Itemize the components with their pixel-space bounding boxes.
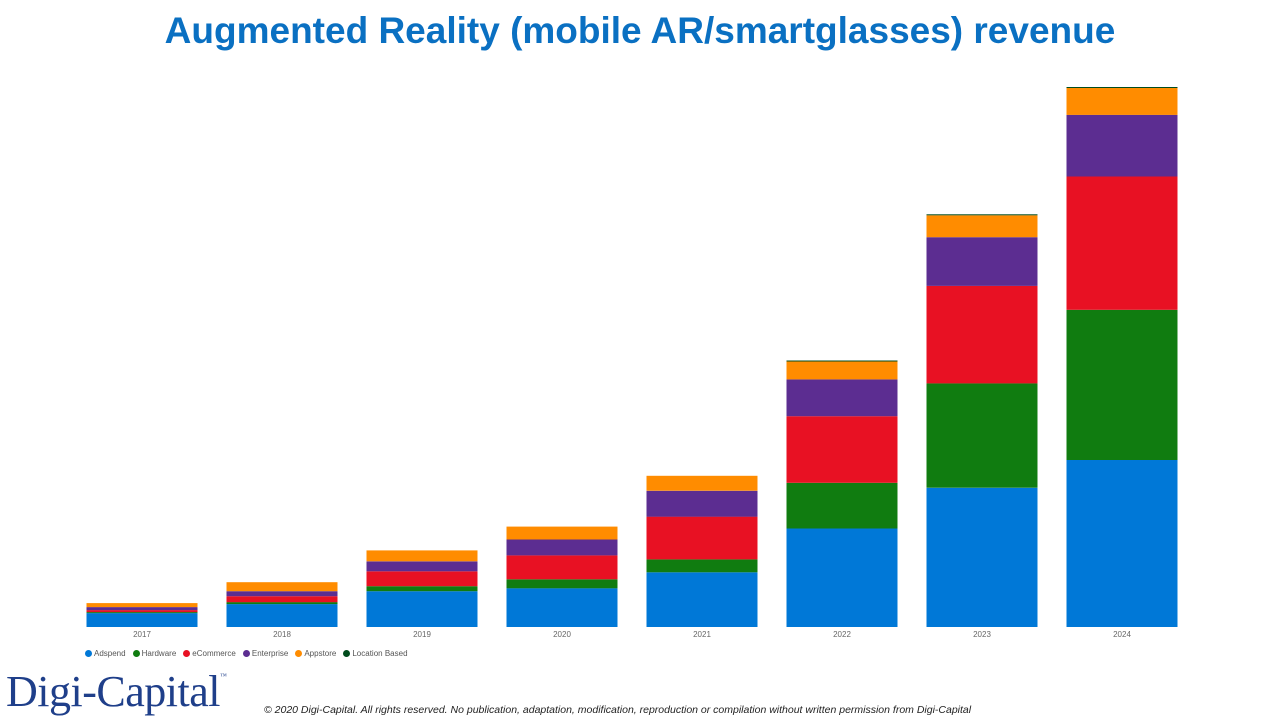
bar-segment-enterprise-2020[interactable] xyxy=(506,539,618,556)
legend-dot-icon xyxy=(132,650,140,657)
logo-text: Digi-Capital xyxy=(6,667,220,716)
x-tick-label: 2018 xyxy=(273,630,291,639)
bar-segment-adspend-2021[interactable] xyxy=(646,572,758,627)
bar-segment-location-based-2024[interactable] xyxy=(1066,87,1178,88)
bar-segment-hardware-2020[interactable] xyxy=(506,579,618,589)
x-tick-label: 2021 xyxy=(693,630,711,639)
bar-segment-enterprise-2022[interactable] xyxy=(786,379,898,417)
legend-label: Adspend xyxy=(94,649,126,658)
bar-segment-adspend-2024[interactable] xyxy=(1066,459,1178,627)
bar-segment-enterprise-2021[interactable] xyxy=(646,490,758,517)
bar-segment-location-based-2022[interactable] xyxy=(786,360,898,362)
x-tick-label: 2019 xyxy=(413,630,431,639)
legend-item-enterprise[interactable]: Enterprise xyxy=(242,649,289,658)
bar-segment-adspend-2023[interactable] xyxy=(926,487,1038,627)
legend-label: eCommerce xyxy=(192,649,236,658)
legend-item-ecommerce[interactable]: eCommerce xyxy=(183,649,236,658)
logo-trademark: ™ xyxy=(219,672,227,680)
bar-segment-hardware-2022[interactable] xyxy=(786,482,898,529)
bar-segment-ecommerce-2021[interactable] xyxy=(646,516,758,560)
x-tick-label: 2017 xyxy=(133,630,151,639)
chart-legend: Adspend Hardware eCommerce Enterprise Ap… xyxy=(85,649,408,658)
digi-capital-logo: Digi-Capital™ xyxy=(6,666,227,717)
legend-dot-icon xyxy=(242,650,250,657)
legend-dot-icon xyxy=(295,650,303,657)
bar-segment-appstore-2021[interactable] xyxy=(646,475,758,491)
legend-label: Hardware xyxy=(141,649,177,658)
copyright-notice: © 2020 Digi-Capital. All rights reserved… xyxy=(264,704,972,716)
bar-segment-adspend-2020[interactable] xyxy=(506,588,618,627)
bar-segment-hardware-2018[interactable] xyxy=(226,602,338,605)
bar-segment-hardware-2019[interactable] xyxy=(366,586,478,592)
legend-item-adspend[interactable]: Adspend xyxy=(85,649,126,658)
bar-segment-adspend-2017[interactable] xyxy=(86,613,198,627)
legend-label: Location Based xyxy=(352,649,408,658)
bar-segment-ecommerce-2023[interactable] xyxy=(926,285,1038,384)
bar-segment-location-based-2023[interactable] xyxy=(926,214,1038,216)
bar-segment-enterprise-2017[interactable] xyxy=(86,607,198,611)
bar-segment-appstore-2023[interactable] xyxy=(926,215,1038,238)
bar-segment-ecommerce-2019[interactable] xyxy=(366,571,478,587)
legend-dot-icon xyxy=(343,650,351,657)
bar-segment-enterprise-2023[interactable] xyxy=(926,237,1038,286)
legend-item-hardware[interactable]: Hardware xyxy=(132,649,177,658)
bar-segment-appstore-2024[interactable] xyxy=(1066,88,1178,115)
bar-segment-hardware-2017[interactable] xyxy=(86,612,198,614)
bar-segment-hardware-2024[interactable] xyxy=(1066,309,1178,460)
bar-segment-appstore-2018[interactable] xyxy=(226,582,338,592)
bar-segment-enterprise-2018[interactable] xyxy=(226,591,338,597)
legend-dot-icon xyxy=(85,650,92,657)
legend-label: Enterprise xyxy=(251,649,289,658)
legend-label: Appstore xyxy=(304,649,337,658)
bar-segment-hardware-2023[interactable] xyxy=(926,383,1038,488)
bar-segment-adspend-2019[interactable] xyxy=(366,591,478,627)
bar-segment-enterprise-2019[interactable] xyxy=(366,561,478,572)
x-tick-label: 2020 xyxy=(553,630,571,639)
bar-segment-hardware-2021[interactable] xyxy=(646,559,758,573)
bar-segment-appstore-2017[interactable] xyxy=(86,603,198,608)
bar-segment-appstore-2022[interactable] xyxy=(786,361,898,380)
x-tick-label: 2022 xyxy=(833,630,851,639)
bar-segment-adspend-2018[interactable] xyxy=(226,604,338,627)
bar-segment-ecommerce-2022[interactable] xyxy=(786,416,898,483)
bar-segment-appstore-2020[interactable] xyxy=(506,526,618,540)
bar-segment-enterprise-2024[interactable] xyxy=(1066,114,1178,177)
bar-segment-ecommerce-2020[interactable] xyxy=(506,555,618,580)
bar-segment-ecommerce-2024[interactable] xyxy=(1066,176,1178,310)
stacked-bar-chart: 2017 2018 2019 2020 2021 2022 2023 2024 xyxy=(86,87,1178,639)
legend-item-location-based[interactable]: Location Based xyxy=(343,649,408,658)
x-tick-label: 2024 xyxy=(1113,630,1131,639)
bar-segment-ecommerce-2018[interactable] xyxy=(226,596,338,603)
bar-segment-ecommerce-2017[interactable] xyxy=(86,610,198,613)
legend-item-appstore[interactable]: Appstore xyxy=(295,649,336,658)
bar-segment-appstore-2019[interactable] xyxy=(366,550,478,562)
chart-title: Augmented Reality (mobile AR/smartglasse… xyxy=(164,10,1116,51)
x-tick-label: 2023 xyxy=(973,630,991,639)
legend-dot-icon xyxy=(183,650,191,657)
bar-segment-adspend-2022[interactable] xyxy=(786,528,898,628)
